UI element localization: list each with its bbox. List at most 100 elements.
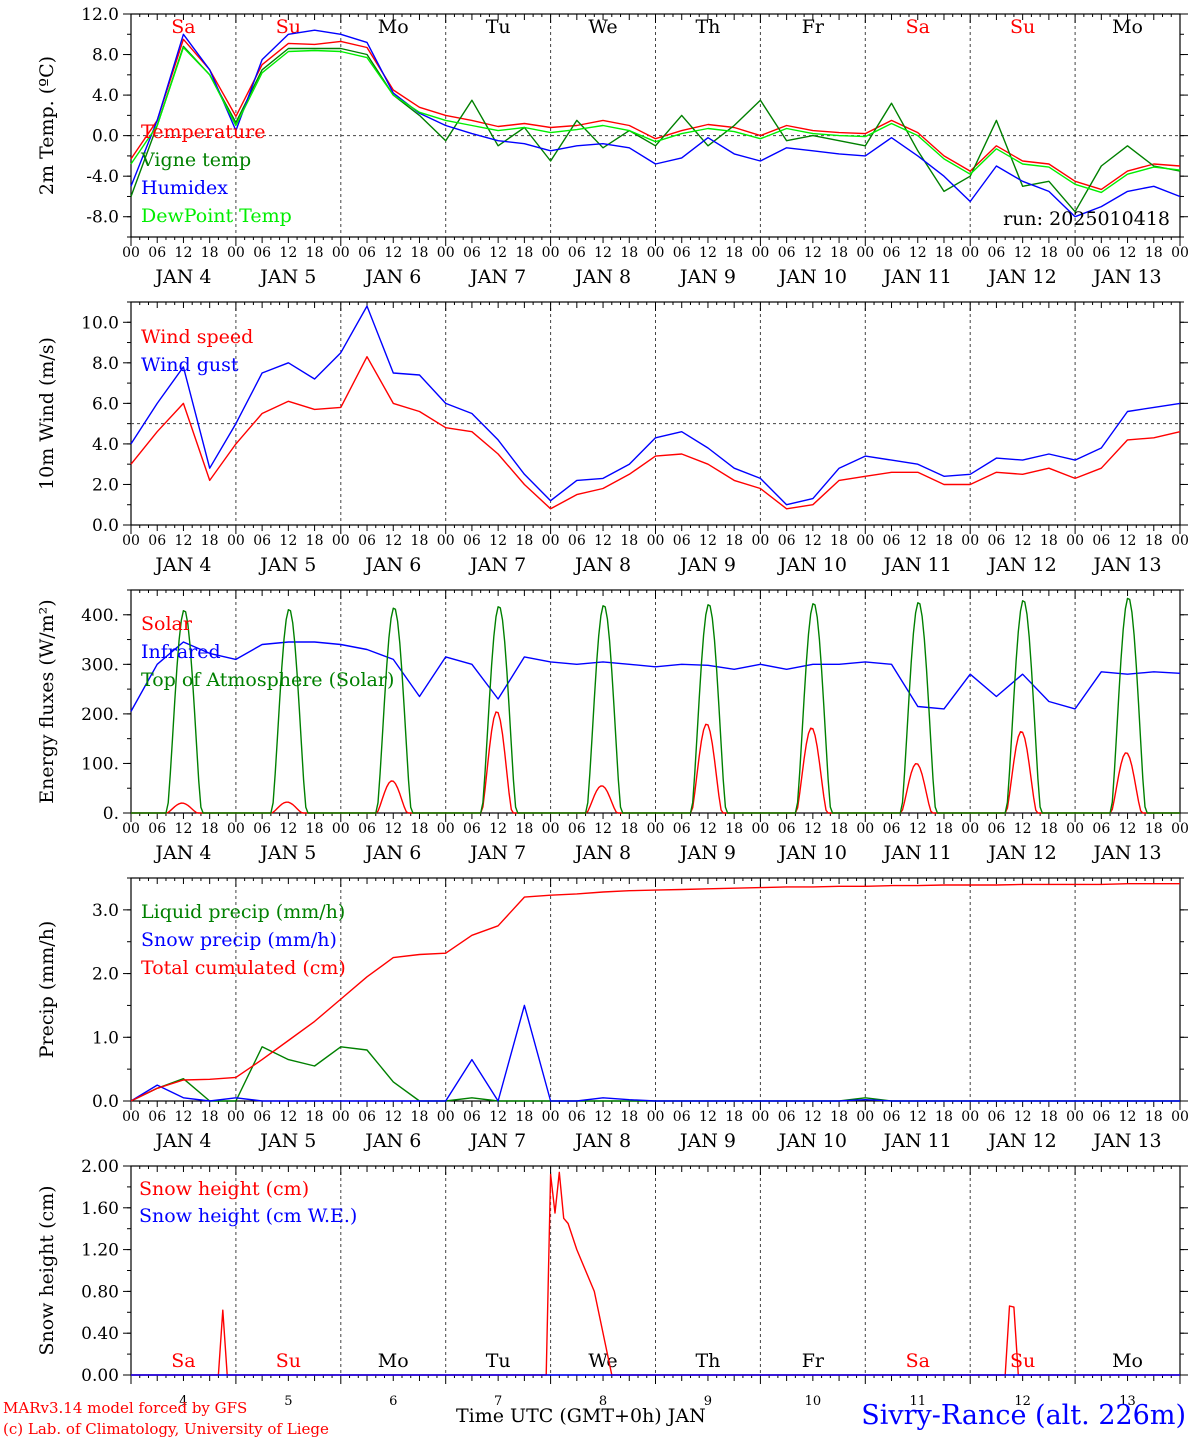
hour-tick-label: 12: [1119, 821, 1137, 837]
panel-snow: 2.00 1.60 1.20 0.80 0.40 0.00 Snow height (cm)…: [36, 1157, 1188, 1409]
legend-entry: Solar: [141, 613, 193, 635]
hour-tick-label: 18: [725, 1109, 743, 1125]
y-tick-label: 3.0: [92, 901, 119, 921]
hour-tick-label: 00: [856, 533, 874, 549]
hour-tick-label: 06: [1092, 245, 1110, 261]
hour-tick-label: 12: [489, 821, 507, 837]
hour-tick-label: 18: [1040, 245, 1058, 261]
hour-tick-label: 18: [1145, 245, 1163, 261]
hour-tick-label: 00: [227, 821, 245, 837]
date-label: JAN 13: [1091, 554, 1161, 576]
hour-tick-label: 06: [148, 1109, 166, 1125]
hour-tick-label: 00: [647, 1109, 665, 1125]
plot-frame: [130, 589, 1181, 814]
y-tick-label: 8.0: [92, 354, 119, 374]
date-label: JAN 7: [468, 554, 526, 576]
date-label: JAN 10: [777, 266, 847, 288]
date-label: JAN 13: [1091, 842, 1161, 864]
date-label: JAN 4: [153, 842, 211, 864]
hour-tick-label: 12: [804, 821, 822, 837]
footer-model-credit: MARv3.14 model forced by GFS (c) Lab. of…: [3, 1398, 329, 1440]
hour-tick-label: 00: [227, 1109, 245, 1125]
hour-tick-label: 18: [411, 245, 429, 261]
hour-tick-label: 06: [988, 1109, 1006, 1125]
hour-tick-label: 06: [148, 821, 166, 837]
weekday-label: Mo: [378, 16, 409, 38]
hour-tick-label: 18: [306, 533, 324, 549]
hour-tick-label: 06: [568, 821, 586, 837]
hour-tick-label: 18: [306, 245, 324, 261]
day-number-label: 11: [909, 1394, 926, 1409]
hour-tick-label: 18: [830, 1109, 848, 1125]
hour-tick-label: 12: [804, 1109, 822, 1125]
hour-tick-label: 06: [253, 1109, 271, 1125]
hour-tick-label: 12: [699, 821, 717, 837]
series-group: [130, 29, 1181, 218]
hour-tick-label: 12: [594, 245, 612, 261]
date-label: JAN 7: [468, 1130, 526, 1152]
day-number-label: 8: [599, 1394, 607, 1409]
legend-entry: Infrared: [141, 641, 221, 663]
hour-tick-label: 12: [279, 245, 297, 261]
hour-tick-label: 06: [988, 533, 1006, 549]
hour-tick-label: 06: [988, 821, 1006, 837]
hour-tick-label: 06: [463, 245, 481, 261]
weekday-label: Sa: [906, 1350, 930, 1372]
hour-tick-label: 06: [358, 821, 376, 837]
hour-tick-label: 18: [725, 821, 743, 837]
hour-tick-label: 06: [778, 533, 796, 549]
hour-tick-label: 06: [1092, 533, 1110, 549]
series-line-vigne-temp: [130, 45, 1181, 213]
hour-tick-label: 00: [1171, 1109, 1189, 1125]
hour-tick-label: 06: [883, 533, 901, 549]
date-label: JAN 12: [987, 266, 1057, 288]
y-tick-label: 100.: [81, 754, 119, 774]
y-tick-label: 200.: [81, 705, 119, 725]
date-label: JAN 6: [363, 266, 421, 288]
weekday-label: Th: [695, 1350, 720, 1372]
day-number-label: 9: [704, 1394, 712, 1409]
hour-tick-label: 06: [988, 245, 1006, 261]
legend-entry: Snow precip (mm/h): [141, 929, 337, 951]
hour-tick-label: 18: [1040, 1109, 1058, 1125]
series-line-temperature: [130, 38, 1181, 191]
y-tick-label: 4.0: [92, 86, 119, 106]
date-label: JAN 6: [363, 842, 421, 864]
date-label: JAN 8: [573, 1130, 631, 1152]
hour-tick-label: 12: [909, 1109, 927, 1125]
y-tick-label: 1.0: [92, 1028, 119, 1048]
hour-tick-label: 18: [620, 821, 638, 837]
hour-tick-label: 18: [201, 533, 219, 549]
y-tick-label: -8.0: [86, 208, 119, 228]
weekday-label: Su: [1010, 16, 1035, 38]
hour-tick-label: 00: [227, 533, 245, 549]
y-tick-label: 6.0: [92, 394, 119, 414]
y-tick-label: 12.0: [81, 5, 119, 25]
hour-tick-label: 12: [699, 533, 717, 549]
day-number-label: 12: [1014, 1394, 1031, 1409]
date-label: JAN 9: [678, 1130, 736, 1152]
hour-tick-label: 00: [332, 1109, 350, 1125]
hour-tick-label: 12: [594, 533, 612, 549]
series-group: [130, 883, 1180, 1102]
y-tick-label: 2.0: [92, 965, 119, 985]
weekday-label: Fr: [802, 16, 825, 38]
hour-tick-label: 12: [1014, 821, 1032, 837]
date-label: JAN 11: [882, 554, 952, 576]
x-axis-title: Time UTC (GMT+0h) JAN: [456, 1405, 706, 1427]
y-axis-label: Energy fluxes (W/m²): [36, 599, 58, 803]
weekday-label: Su: [1010, 1350, 1035, 1372]
hour-tick-label: 12: [384, 1109, 402, 1125]
hour-tick-label: 12: [1119, 245, 1137, 261]
weekday-label: Sa: [171, 16, 195, 38]
hour-tick-label: 18: [1145, 821, 1163, 837]
date-label: JAN 8: [573, 266, 631, 288]
hour-tick-label: 12: [175, 1109, 193, 1125]
hour-tick-label: 18: [935, 1109, 953, 1125]
hour-tick-label: 18: [306, 821, 324, 837]
weekday-label: Mo: [378, 1350, 409, 1372]
series-line-humidex: [130, 29, 1181, 218]
hour-tick-label: 06: [778, 245, 796, 261]
date-label: JAN 12: [987, 842, 1057, 864]
hour-tick-label: 18: [201, 821, 219, 837]
